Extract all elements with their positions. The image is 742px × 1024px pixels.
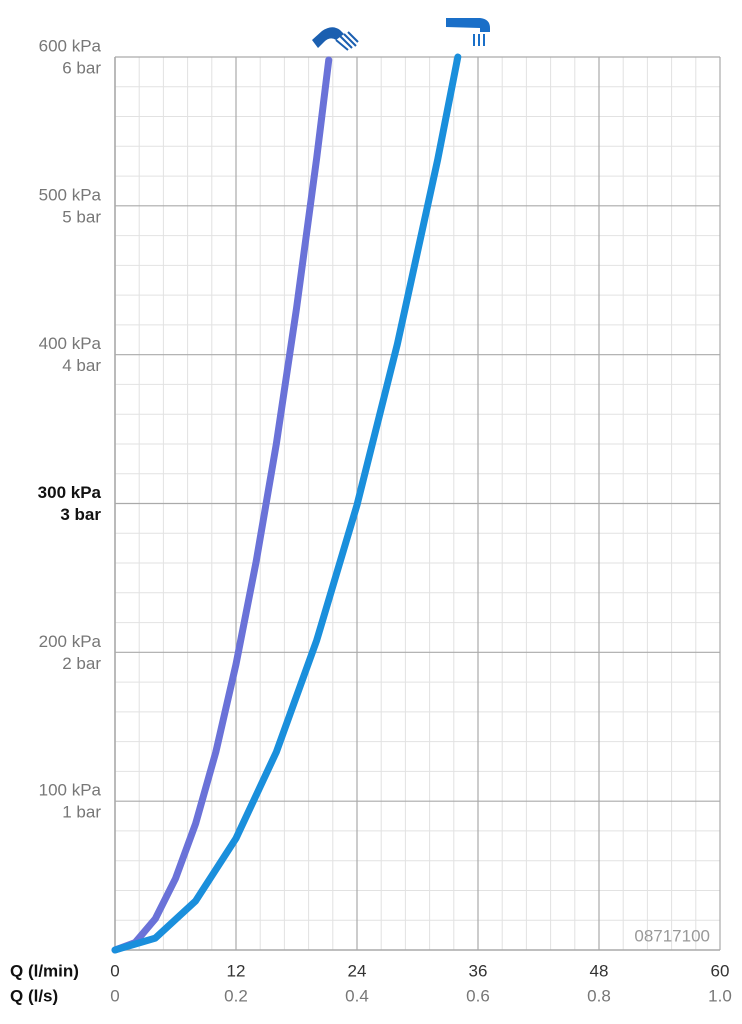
y-bar-label: 5 bar <box>62 207 101 226</box>
overhead-shower-icon <box>446 18 490 46</box>
curves <box>111 53 462 954</box>
x2-tick-label: 1.0 <box>708 986 732 1005</box>
y-bar-label: 6 bar <box>62 58 101 77</box>
major-grid <box>114 56 721 951</box>
y-tick-label: 500 kPa <box>39 185 102 204</box>
y-tick-label: 100 kPa <box>39 781 102 800</box>
x-tick-label: 36 <box>469 961 488 980</box>
x-tick-label: 24 <box>348 961 367 980</box>
x2-tick-label: 0.8 <box>587 986 611 1005</box>
y-bar-label: 1 bar <box>62 803 101 822</box>
flow-curve <box>111 56 333 954</box>
x-tick-label: 12 <box>227 961 246 980</box>
y-tick-label: 200 kPa <box>39 632 102 651</box>
x2-tick-label: 0.6 <box>466 986 490 1005</box>
x-axis-label: Q (l/min) <box>10 961 79 980</box>
x-tick-label: 48 <box>590 961 609 980</box>
y-bar-label: 3 bar <box>60 505 101 524</box>
y-bar-label: 4 bar <box>62 356 101 375</box>
x-tick-label: 60 <box>711 961 730 980</box>
x2-tick-label: 0 <box>110 986 119 1005</box>
y-tick-label: 400 kPa <box>39 334 102 353</box>
x2-tick-label: 0.4 <box>345 986 369 1005</box>
flow-curve <box>111 53 462 954</box>
x2-axis-label: Q (l/s) <box>10 986 58 1005</box>
hand-shower-icon <box>312 27 359 51</box>
x2-tick-label: 0.2 <box>224 986 248 1005</box>
x-tick-label: 0 <box>110 961 119 980</box>
watermark: 08717100 <box>634 926 710 945</box>
y-tick-label: 300 kPa <box>38 483 102 502</box>
y-bar-label: 2 bar <box>62 654 101 673</box>
y-tick-label: 600 kPa <box>39 36 102 55</box>
